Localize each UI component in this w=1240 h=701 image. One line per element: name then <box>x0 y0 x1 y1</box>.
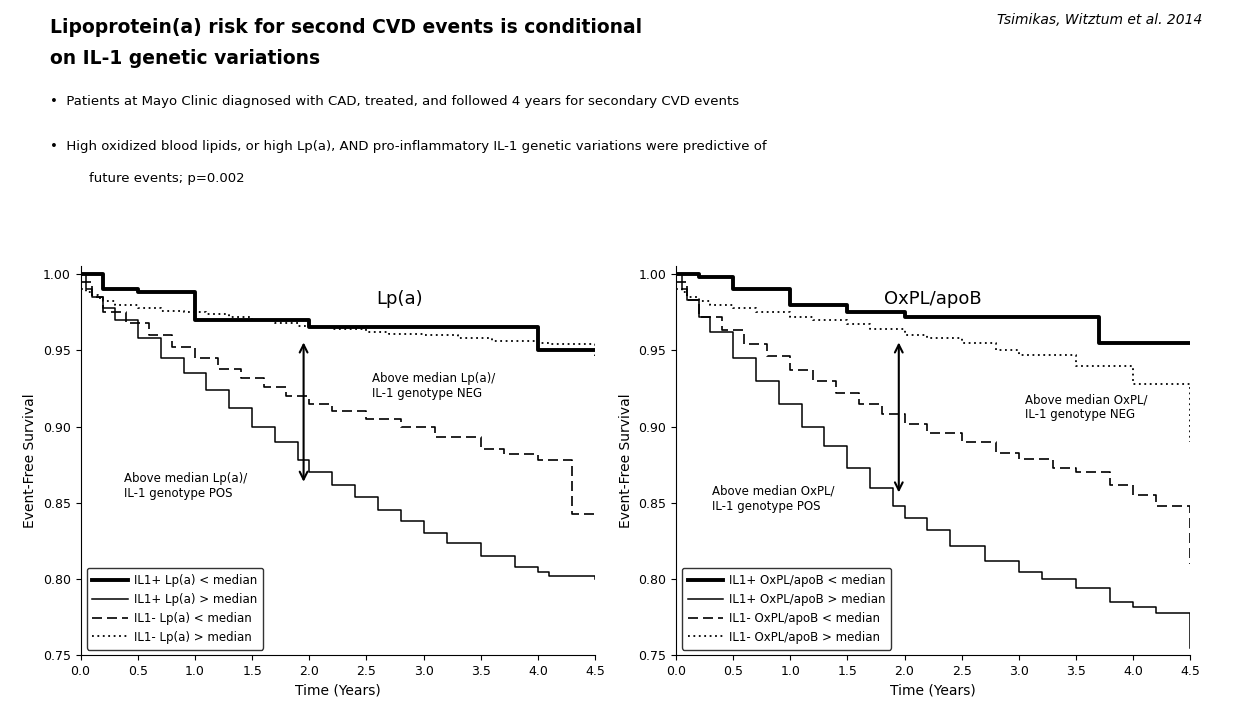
Text: Above median Lp(a)/
IL-1 genotype NEG: Above median Lp(a)/ IL-1 genotype NEG <box>372 372 496 400</box>
Text: Lp(a): Lp(a) <box>376 290 423 308</box>
Text: Above median Lp(a)/
IL-1 genotype POS: Above median Lp(a)/ IL-1 genotype POS <box>124 472 247 501</box>
Text: future events; p=0.002: future events; p=0.002 <box>89 172 246 185</box>
Legend: IL1+ OxPL/apoB < median, IL1+ OxPL/apoB > median, IL1- OxPL/apoB < median, IL1- : IL1+ OxPL/apoB < median, IL1+ OxPL/apoB … <box>682 568 892 650</box>
Text: on IL-1 genetic variations: on IL-1 genetic variations <box>50 49 320 68</box>
Legend: IL1+ Lp(a) < median, IL1+ Lp(a) > median, IL1- Lp(a) < median, IL1- Lp(a) > medi: IL1+ Lp(a) < median, IL1+ Lp(a) > median… <box>87 568 263 650</box>
Y-axis label: Event-Free Survival: Event-Free Survival <box>24 393 37 529</box>
Text: Lipoprotein(a) risk for second CVD events is conditional: Lipoprotein(a) risk for second CVD event… <box>50 18 642 36</box>
Text: •  High oxidized blood lipids, or high Lp(a), AND pro-inflammatory IL-1 genetic : • High oxidized blood lipids, or high Lp… <box>50 140 766 154</box>
X-axis label: Time (Years): Time (Years) <box>890 683 976 697</box>
Text: OxPL/apoB: OxPL/apoB <box>884 290 982 308</box>
Text: •  Patients at Mayo Clinic diagnosed with CAD, treated, and followed 4 years for: • Patients at Mayo Clinic diagnosed with… <box>50 95 739 108</box>
Text: Tsimikas, Witztum et al. 2014: Tsimikas, Witztum et al. 2014 <box>997 13 1203 27</box>
Text: Above median OxPL/
IL-1 genotype NEG: Above median OxPL/ IL-1 genotype NEG <box>1024 393 1147 421</box>
Text: Above median OxPL/
IL-1 genotype POS: Above median OxPL/ IL-1 genotype POS <box>713 484 835 512</box>
X-axis label: Time (Years): Time (Years) <box>295 683 381 697</box>
Y-axis label: Event-Free Survival: Event-Free Survival <box>619 393 632 529</box>
